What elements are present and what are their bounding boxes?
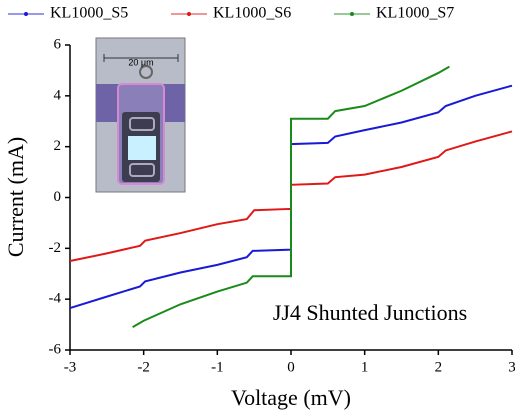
legend-marker <box>24 12 28 16</box>
y-tick-label: 6 <box>54 36 62 52</box>
x-tick-label: -3 <box>64 359 77 375</box>
inset-scale-label: 20 μm <box>128 57 153 67</box>
y-tick-label: 2 <box>54 138 62 154</box>
x-tick-label: -1 <box>211 359 224 375</box>
legend-marker <box>187 12 191 16</box>
legend-marker <box>350 12 354 16</box>
legend-label: KL1000_S6 <box>213 5 291 22</box>
x-axis-title: Voltage (mV) <box>231 385 351 410</box>
y-axis-title: Current (mA) <box>3 137 28 257</box>
x-tick-label: 2 <box>435 359 443 375</box>
y-tick-label: -4 <box>49 291 62 307</box>
x-tick-label: 0 <box>287 359 295 375</box>
y-tick-label: 0 <box>54 189 62 205</box>
annotation: JJ4 Shunted Junctions <box>273 300 467 325</box>
legend-label: KL1000_S7 <box>376 5 454 22</box>
legend-label: KL1000_S5 <box>50 5 128 22</box>
series-line <box>132 65 450 328</box>
x-tick-label: 3 <box>508 359 515 375</box>
y-tick-label: -2 <box>49 240 62 256</box>
x-tick-label: 1 <box>361 359 369 375</box>
inset-image <box>95 37 186 193</box>
y-tick-label: 4 <box>54 87 62 103</box>
x-tick-label: -2 <box>137 359 150 375</box>
y-tick-label: -6 <box>49 341 62 357</box>
